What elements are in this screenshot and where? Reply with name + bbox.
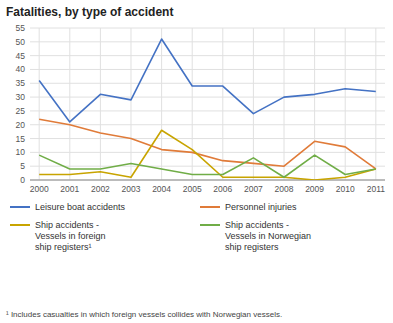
legend-label-line: ship registers <box>225 242 279 252</box>
x-tick-label: 2008 <box>275 184 294 194</box>
grid-line <box>30 124 385 125</box>
grid-line <box>130 28 131 180</box>
grid-line <box>30 83 385 84</box>
title: Fatalities, by type of accident <box>6 5 173 19</box>
x-tick-label: 2011 <box>367 184 386 194</box>
y-tick-label: 45 <box>16 51 26 61</box>
legend-label-line: ship registers¹ <box>35 242 92 252</box>
grid-line <box>30 97 385 98</box>
x-tick-label: 2003 <box>122 184 141 194</box>
x-tick-label: 2010 <box>336 184 355 194</box>
grid-line <box>345 28 346 180</box>
legend-swatch <box>200 224 220 226</box>
legend-label: Personnel injuries <box>225 202 297 212</box>
y-tick-label: 35 <box>16 78 26 88</box>
y-tick-label: 5 <box>20 161 25 171</box>
legend-label-line: Leisure boat accidents <box>35 202 126 212</box>
x-tick-label: 2000 <box>30 184 49 194</box>
y-tick-label: 20 <box>16 120 26 130</box>
footnote: ¹ Includes casualties in which foreign v… <box>6 310 282 319</box>
series-line <box>39 130 376 180</box>
y-tick-label: 25 <box>16 106 26 116</box>
y-tick-label: 55 <box>16 23 26 33</box>
legend-label: Ship accidents -Vessels in foreignship r… <box>35 220 106 252</box>
x-tick-label: 2005 <box>183 184 202 194</box>
legend-label-line: Vessels in Norwegian <box>225 231 311 241</box>
grid-line <box>284 28 285 180</box>
legend-label-line: Ship accidents - <box>225 220 289 230</box>
legend-swatch <box>10 206 30 208</box>
grid-line <box>30 152 385 153</box>
x-axis-line <box>30 180 385 181</box>
y-tick-label: 30 <box>16 92 26 102</box>
x-tick-label: 2007 <box>244 184 263 194</box>
x-tick-label: 2004 <box>152 184 171 194</box>
y-tick-label: 50 <box>16 37 26 47</box>
x-tick-label: 2002 <box>91 184 110 194</box>
legend-label-line: Vessels in foreign <box>35 231 106 241</box>
grid-line <box>192 28 193 180</box>
series-line <box>39 39 376 122</box>
grid-line <box>30 138 385 139</box>
legend: Leisure boat accidents Personnel injuries… <box>10 202 311 252</box>
grid-line <box>375 28 376 180</box>
grid-line <box>314 28 315 180</box>
legend-swatch <box>10 224 30 226</box>
legend-swatch <box>200 206 220 208</box>
lines <box>39 39 376 180</box>
y-tick-label: 10 <box>16 147 26 157</box>
grid-line <box>161 28 162 180</box>
x-tick-label: 2009 <box>305 184 324 194</box>
legend-label: Leisure boat accidents <box>35 202 126 212</box>
x-tick-label: 2001 <box>60 184 79 194</box>
grid-line <box>30 41 385 42</box>
chart: Fatalities, by type of accident 0 5 10 15 20 2… <box>0 0 393 323</box>
legend-label-line: Ship accidents - <box>35 220 99 230</box>
grid-line <box>39 28 40 180</box>
grid-line <box>100 28 101 180</box>
grid-line <box>69 28 70 180</box>
grid-line <box>222 28 223 180</box>
grid-line <box>30 55 385 56</box>
y-tick-label: 0 <box>20 175 25 185</box>
grid <box>30 28 385 180</box>
series-line <box>39 155 376 177</box>
y-tick-label: 15 <box>16 134 26 144</box>
legend-label: Ship accidents -Vessels in Norwegianship… <box>225 220 311 252</box>
y-tick-label: 40 <box>16 64 26 74</box>
legend-label-line: Personnel injuries <box>225 202 297 212</box>
grid-line <box>30 69 385 70</box>
grid-line <box>30 28 385 29</box>
x-tick-label: 2006 <box>213 184 232 194</box>
grid-line <box>30 180 385 181</box>
